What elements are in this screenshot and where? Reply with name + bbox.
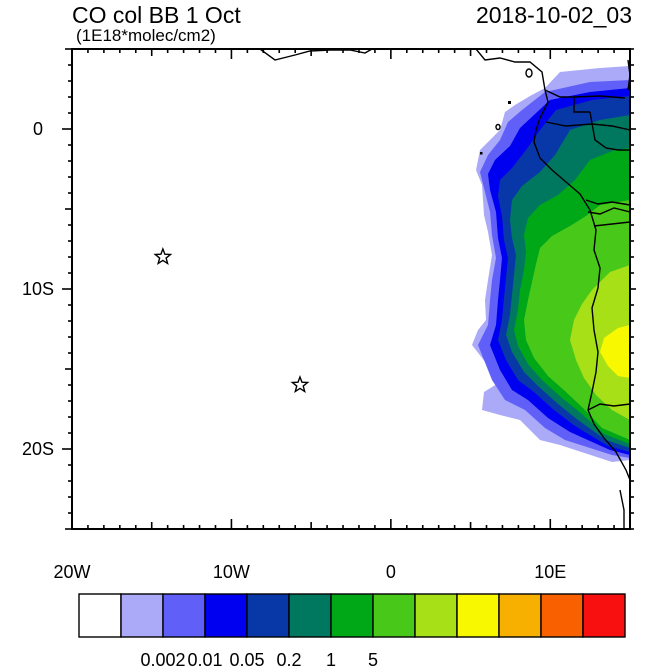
colorbar-box xyxy=(288,593,332,638)
y-tick-label: 20S xyxy=(22,439,54,459)
colorbar-box xyxy=(246,593,290,638)
colorbar-box xyxy=(120,593,164,638)
colorbar-box xyxy=(582,593,626,638)
colorbar-box xyxy=(204,593,248,638)
units-label: (1E18*molec/cm2) xyxy=(76,26,216,45)
map-title: CO col BB 1 Oct xyxy=(72,2,241,28)
axis-ticks xyxy=(62,48,636,530)
coastline xyxy=(259,49,630,528)
colorbar: 0.002 0.01 0.05 0.2 1 5 xyxy=(78,593,626,667)
island-marker xyxy=(480,152,483,155)
colorbar-box xyxy=(456,593,500,638)
colorbar-label: 0.002 xyxy=(140,650,185,667)
colorbar-label: 1 xyxy=(326,650,336,667)
colorbar-box xyxy=(330,593,374,638)
star-marker-icon xyxy=(153,247,173,266)
co-concentration-field xyxy=(472,66,630,462)
x-tick-label: 0 xyxy=(386,562,396,582)
island-marker xyxy=(508,101,511,104)
colorbar-label: 0.01 xyxy=(187,650,222,667)
star-marker-icon xyxy=(290,375,310,394)
colorbar-box xyxy=(162,593,206,638)
colorbar-label: 0.05 xyxy=(229,650,264,667)
colorbar-box xyxy=(372,593,416,638)
axis-tick-labels: 20W 10W 0 10E 0 10S 20S xyxy=(22,119,566,582)
colorbar-box xyxy=(78,593,122,638)
x-tick-label: 10W xyxy=(213,562,250,582)
x-tick-label: 10E xyxy=(534,562,566,582)
colorbar-label: 5 xyxy=(368,650,378,667)
y-tick-label: 0 xyxy=(33,119,43,139)
site-markers xyxy=(153,247,310,394)
colorbar-label: 0.2 xyxy=(276,650,301,667)
y-tick-label: 10S xyxy=(22,279,54,299)
x-tick-label: 20W xyxy=(53,562,90,582)
field-level-10 xyxy=(600,325,630,378)
field-level-5 xyxy=(570,265,630,420)
valid-time-label: 2018-10-02_03 xyxy=(475,2,632,28)
colorbar-box xyxy=(498,593,542,638)
colorbar-box xyxy=(414,593,458,638)
colorbar-box xyxy=(540,593,584,638)
